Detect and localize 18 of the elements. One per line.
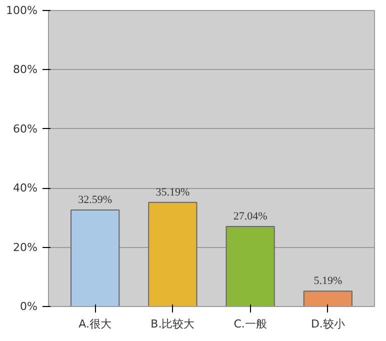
bar <box>70 210 120 306</box>
y-tick-label: 0% <box>20 300 38 313</box>
data-label: 27.04% <box>233 210 268 222</box>
x-tick-label: C.一般 <box>234 318 267 330</box>
bar <box>148 202 198 306</box>
data-label: 5.19% <box>314 275 342 288</box>
data-label: 35.19% <box>156 186 190 198</box>
y-tick-label: 80% <box>13 63 38 76</box>
y-tick-label: 40% <box>13 182 38 195</box>
bar <box>303 290 352 306</box>
x-tick-label: B.比较大 <box>150 318 195 330</box>
y-tick-label: 60% <box>13 122 38 136</box>
data-label: 32.59% <box>78 194 112 206</box>
y-tick-label: 100% <box>6 4 38 17</box>
x-tick-label: A.很大 <box>78 318 112 330</box>
bar <box>226 226 275 306</box>
x-tick-label: D.较小 <box>310 318 345 330</box>
y-tick-label: 20% <box>13 240 38 254</box>
